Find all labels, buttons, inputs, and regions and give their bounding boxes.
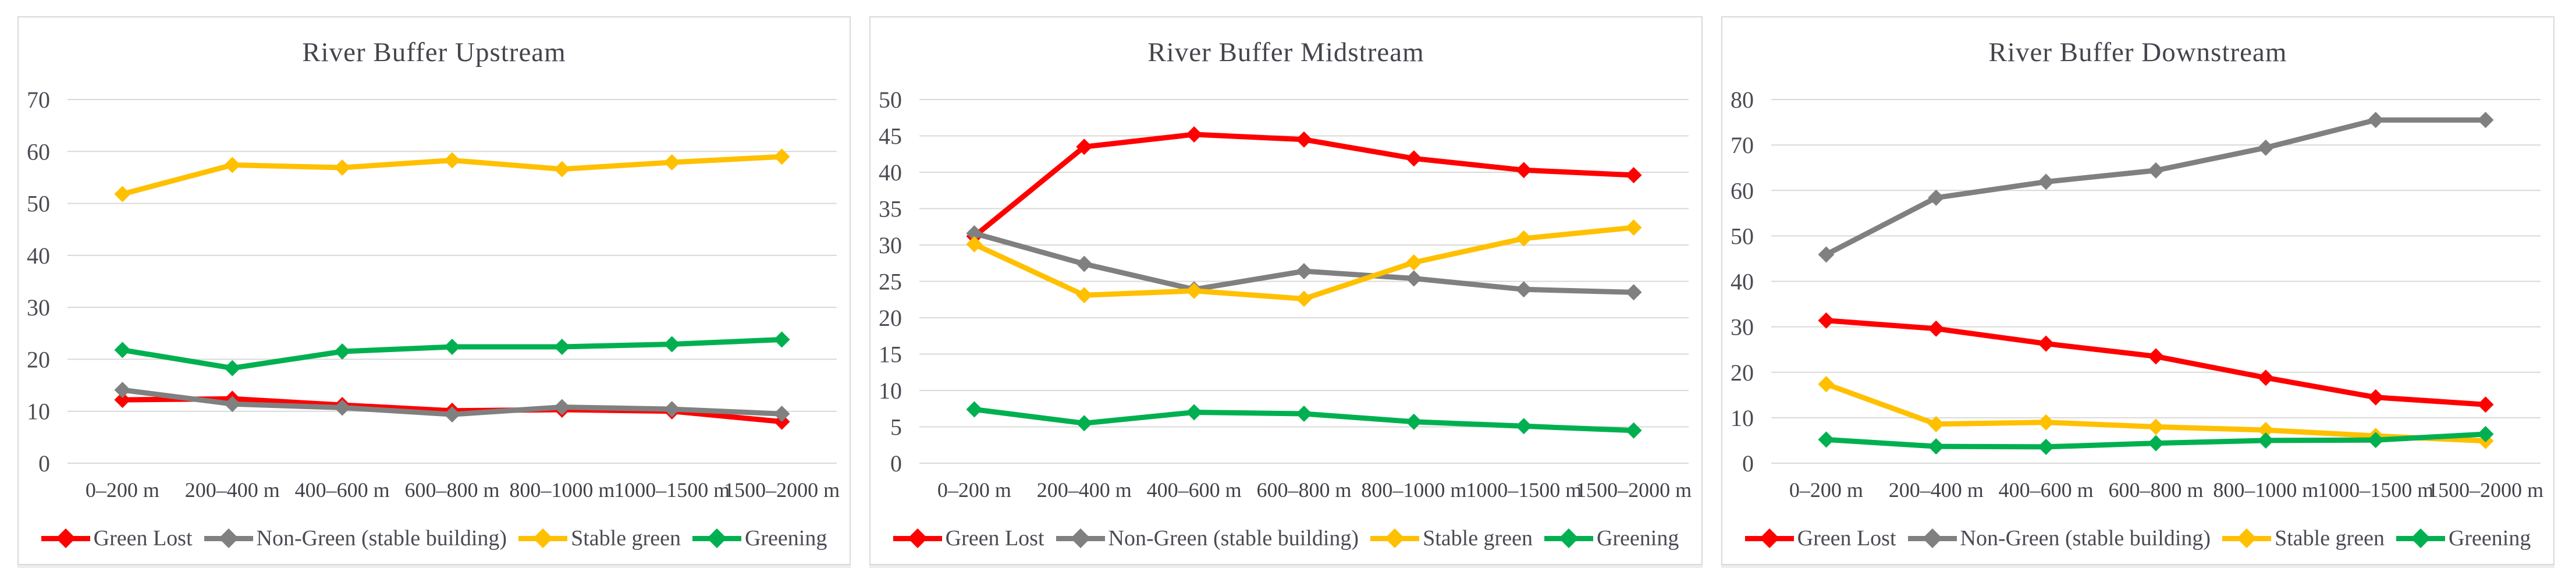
line-diamond-marker-icon [204,528,253,548]
legend-midstream: Green Lost Non-Green (stable building) S… [870,512,1701,564]
svg-text:200–400 m: 200–400 m [185,478,280,502]
svg-text:50: 50 [879,87,902,113]
svg-text:400–600 m: 400–600 m [295,478,390,502]
chart-panel-midstream: River Buffer Midstream 0 5 10 15 20 25 30 35 40 4… [869,16,1703,565]
legend-item-green-lost: Green Lost [41,525,193,551]
chart-panel-downstream: River Buffer Downstream 0 10 20 30 40 50 60 70 8… [1721,16,2554,565]
svg-text:600–800 m: 600–800 m [1256,478,1351,502]
legend-label: Green Lost [945,525,1044,551]
legend-item-greening: Greening [2396,525,2531,551]
legend-label: Stable green [2275,525,2385,551]
svg-text:600–800 m: 600–800 m [404,478,499,502]
svg-text:40: 40 [879,159,902,186]
legend-item-non-green: Non-Green (stable building) [1907,525,2211,551]
svg-text:600–800 m: 600–800 m [2108,478,2203,502]
svg-text:10: 10 [1731,405,1754,431]
svg-text:0–200 m: 0–200 m [937,478,1011,502]
svg-text:1500–2000 m: 1500–2000 m [2428,478,2543,502]
svg-text:800–1000 m: 800–1000 m [2213,478,2318,502]
svg-text:0: 0 [890,450,902,477]
line-diamond-marker-icon [1056,528,1105,548]
line-diamond-marker-icon [2222,528,2272,548]
chart-title-downstream: River Buffer Downstream [1988,37,2287,68]
svg-text:0–200 m: 0–200 m [86,478,159,502]
legend-label: Greening [744,525,827,551]
plot-upstream: 0 10 20 30 40 50 60 70 0–200 m 200–400 m 400–600 m… [27,87,840,502]
svg-text:800–1000 m: 800–1000 m [509,478,614,502]
svg-text:400–600 m: 400–600 m [1999,478,2094,502]
legend-label: Greening [2448,525,2531,551]
svg-text:0: 0 [38,450,50,477]
line-diamond-marker-icon [41,528,90,548]
legend-label: Non-Green (stable building) [1108,525,1359,551]
svg-text:60: 60 [27,138,50,165]
legend-item-stable-green: Stable green [2222,525,2385,551]
svg-text:1000–1500 m: 1000–1500 m [614,478,730,502]
legend-item-greening: Greening [1544,525,1679,551]
svg-text:0–200 m: 0–200 m [1789,478,1863,502]
svg-text:200–400 m: 200–400 m [1037,478,1132,502]
plot-downstream: 0 10 20 30 40 50 60 70 80 0–200 m 200–400 m 400–600… [1731,87,2543,502]
plot-midstream: 0 5 10 15 20 25 30 35 40 45 50 0–200 m 200–400 m 400–… [879,87,1692,502]
legend-label: Green Lost [93,525,193,551]
legend-item-stable-green: Stable green [518,525,681,551]
line-diamond-marker-icon [1744,528,1794,548]
svg-text:1000–1500 m: 1000–1500 m [2318,478,2433,502]
legend-downstream: Green Lost Non-Green (stable building) S… [1722,512,2553,564]
legend-item-stable-green: Stable green [1370,525,1533,551]
chart-title-upstream: River Buffer Upstream [302,37,566,68]
svg-text:50: 50 [27,191,50,217]
svg-text:25: 25 [879,269,902,295]
svg-text:50: 50 [1731,223,1754,249]
svg-text:70: 70 [1731,132,1754,158]
legend-item-greening: Greening [692,525,827,551]
legend-label: Non-Green (stable building) [256,525,507,551]
svg-text:10: 10 [27,399,50,425]
svg-text:0: 0 [1742,450,1754,477]
legend-item-green-lost: Green Lost [893,525,1044,551]
svg-text:20: 20 [1731,360,1754,386]
svg-text:10: 10 [879,378,902,404]
svg-text:35: 35 [879,196,902,222]
svg-text:40: 40 [1731,269,1754,295]
svg-text:400–600 m: 400–600 m [1147,478,1242,502]
legend-item-non-green: Non-Green (stable building) [1056,525,1359,551]
line-diamond-marker-icon [1907,528,1957,548]
svg-text:60: 60 [1731,177,1754,204]
svg-text:1500–2000 m: 1500–2000 m [724,478,840,502]
legend-upstream: Green Lost Non-Green (stable building) S… [19,512,850,564]
chart-panel-upstream: River Buffer Upstream 0 10 20 30 40 50 60 70 0–2… [17,16,851,565]
svg-text:1000–1500 m: 1000–1500 m [1466,478,1582,502]
svg-text:30: 30 [27,294,50,321]
line-diamond-marker-icon [893,528,942,548]
legend-item-green-lost: Green Lost [1744,525,1896,551]
svg-text:200–400 m: 200–400 m [1889,478,1984,502]
legend-item-non-green: Non-Green (stable building) [204,525,507,551]
line-diamond-marker-icon [1544,528,1593,548]
svg-text:20: 20 [879,305,902,331]
legend-label: Stable green [1423,525,1533,551]
svg-text:800–1000 m: 800–1000 m [1361,478,1466,502]
svg-text:20: 20 [27,346,50,372]
svg-text:1500–2000 m: 1500–2000 m [1576,478,1692,502]
legend-label: Non-Green (stable building) [1960,525,2211,551]
legend-label: Greening [1596,525,1679,551]
svg-text:70: 70 [27,87,50,113]
chart-title-midstream: River Buffer Midstream [1147,37,1424,68]
svg-text:30: 30 [1731,314,1754,340]
legend-label: Green Lost [1797,525,1896,551]
svg-text:40: 40 [27,243,50,269]
line-diamond-marker-icon [1370,528,1420,548]
svg-text:30: 30 [879,232,902,258]
svg-text:15: 15 [879,342,902,368]
line-diamond-marker-icon [2396,528,2445,548]
line-diamond-marker-icon [518,528,568,548]
svg-text:45: 45 [879,123,902,150]
line-diamond-marker-icon [692,528,741,548]
svg-text:5: 5 [890,414,902,441]
svg-text:80: 80 [1731,87,1754,113]
legend-label: Stable green [571,525,681,551]
